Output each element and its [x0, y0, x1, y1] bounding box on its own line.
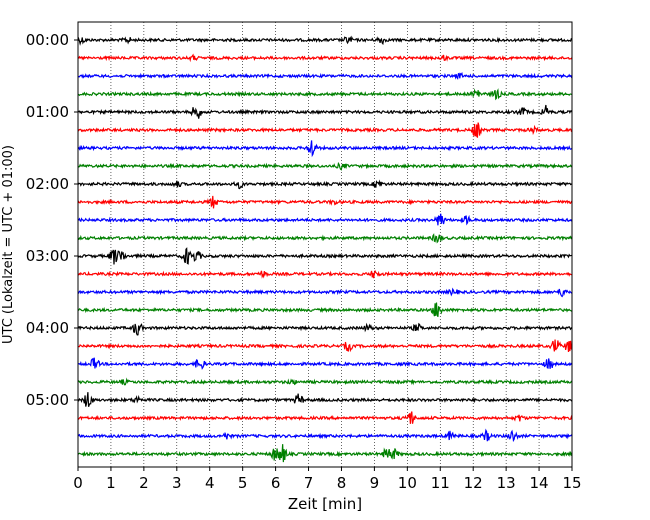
trace-line [77, 71, 573, 80]
trace-line [77, 269, 573, 279]
x-tick-label: 15 [562, 474, 581, 492]
trace-line [77, 233, 573, 244]
y-tick-label: 02:00 [26, 175, 69, 193]
plot-frame [77, 21, 573, 468]
x-tick-label: 5 [238, 474, 248, 492]
y-tick-label: 04:00 [26, 319, 69, 337]
trace-line [78, 302, 573, 317]
trace-line [77, 428, 573, 443]
y-axis-ticks: 00:00 01:00 02:00 03:00 04:00 05:00 [26, 31, 78, 409]
trace-line [77, 179, 573, 190]
trace-line [77, 122, 573, 138]
x-tick-label: 6 [271, 474, 281, 492]
trace-line [77, 88, 573, 101]
x-tick-label: 0 [73, 474, 83, 492]
trace-line [77, 53, 573, 63]
trace-line [77, 322, 573, 336]
trace-line [77, 392, 573, 407]
y-tick-label: 00:00 [26, 31, 69, 49]
trace-line [77, 411, 573, 424]
x-tick-label: 13 [497, 474, 516, 492]
x-tick-label: 10 [398, 474, 417, 492]
y-tick-label: 05:00 [26, 391, 69, 409]
y-axis-label: UTC (Lokalzeit = UTC + 01:00) [1, 145, 16, 344]
x-axis-ticks: 0 1 2 3 4 5 6 7 8 9 10 11 12 13 14 15 [73, 467, 582, 492]
trace-line [77, 287, 573, 298]
x-tick-label: 3 [172, 474, 182, 492]
seismogram-traces [77, 35, 573, 463]
x-tick-label: 7 [304, 474, 314, 492]
trace-line [77, 339, 573, 353]
trace-line [77, 357, 573, 370]
trace-line [77, 247, 573, 265]
y-tick-label: 01:00 [26, 103, 69, 121]
x-axis-label: Zeit [min] [288, 495, 362, 513]
x-tick-label: 8 [337, 474, 347, 492]
x-tick-label: 4 [205, 474, 215, 492]
trace-line [77, 444, 573, 463]
y-tick-label: 03:00 [26, 247, 69, 265]
x-tick-label: 12 [464, 474, 483, 492]
x-tick-label: 14 [530, 474, 549, 492]
trace-line [77, 377, 573, 386]
x-tick-label: 11 [431, 474, 450, 492]
grid-lines [110, 22, 540, 467]
x-tick-label: 2 [139, 474, 149, 492]
x-tick-label: 1 [106, 474, 116, 492]
x-tick-label: 9 [370, 474, 380, 492]
trace-line [77, 195, 573, 209]
trace-line [77, 140, 573, 158]
trace-line [77, 104, 573, 119]
trace-line [77, 35, 573, 46]
trace-line [77, 213, 573, 226]
trace-line [77, 161, 573, 171]
